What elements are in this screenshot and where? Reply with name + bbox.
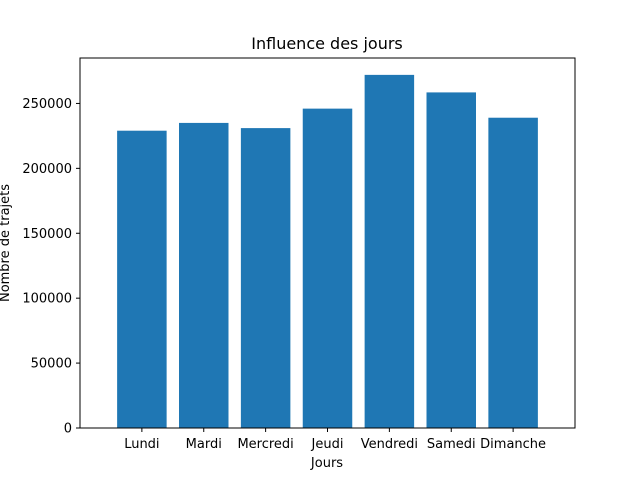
y-tick-label: 200000	[22, 162, 72, 177]
bar-dimanche	[488, 117, 538, 428]
y-tick-label: 50000	[31, 357, 72, 372]
x-tick-label: Samedi	[427, 437, 476, 452]
x-axis-ticks: Lundi Mardi Mercredi Jeudi Vendredi Samedi Dim…	[124, 428, 546, 452]
y-axis-ticks: 0 50000 100000 150000 200000 250000	[22, 97, 80, 437]
bar-jeudi	[302, 108, 353, 428]
x-tick-label: Dimanche	[480, 437, 546, 452]
y-tick-label: 150000	[22, 227, 72, 242]
x-tick-label: Mardi	[186, 437, 222, 452]
x-tick-label: Lundi	[124, 437, 159, 452]
bar-lundi	[117, 130, 167, 428]
chart-title: Influence des jours	[251, 34, 403, 53]
x-axis-label: Jours	[310, 456, 343, 471]
x-tick-label: Vendredi	[361, 437, 418, 452]
x-tick-label: Mercredi	[237, 437, 293, 452]
bar-samedi	[426, 92, 476, 429]
bar-mercredi	[240, 128, 291, 428]
bar-mardi	[179, 122, 229, 428]
x-tick-label: Jeudi	[311, 437, 344, 452]
y-tick-label: 100000	[22, 292, 72, 307]
y-tick-label: 250000	[22, 97, 72, 112]
y-axis-label: Nombre de trajets	[0, 184, 13, 302]
bar-vendredi	[364, 74, 415, 428]
y-tick-label: 0	[64, 422, 72, 437]
plot-frame	[79, 57, 576, 429]
bars-group	[117, 74, 538, 429]
